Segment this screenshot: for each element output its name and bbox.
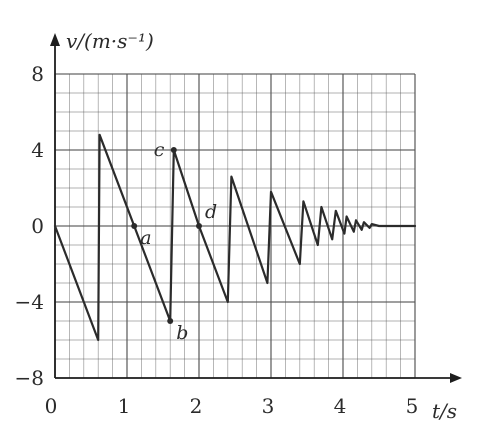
x-tick-label: 4 [334, 394, 347, 418]
x-tick-label: 5 [406, 394, 419, 418]
x-tick-label: 2 [190, 394, 203, 418]
y-tick-label: 0 [31, 214, 44, 238]
axes [50, 33, 462, 383]
x-axis-arrow [450, 373, 462, 383]
point-a-label: a [140, 227, 151, 249]
point-c-marker [171, 147, 177, 153]
point-d-label: d [205, 201, 217, 223]
x-tick-label: 3 [262, 394, 275, 418]
point-a-marker [131, 223, 137, 229]
y-tick-label: −8 [15, 366, 44, 390]
point-b-marker [167, 318, 173, 324]
point-b-label: b [176, 322, 188, 344]
x-axis-label: t/s [432, 399, 457, 423]
y-axis-label: v/(m·s⁻¹) [66, 29, 154, 53]
point-c-label: c [154, 139, 165, 161]
grid [55, 74, 415, 378]
y-tick-label: −4 [15, 290, 44, 314]
data-series [55, 135, 415, 340]
y-tick-label: 8 [31, 62, 44, 86]
x-tick-label: 1 [118, 394, 131, 418]
x-tick-label: 0 [45, 394, 58, 418]
y-axis-arrow [50, 33, 60, 46]
point-d-marker [196, 223, 202, 229]
y-tick-label: 4 [31, 138, 44, 162]
velocity-series-line [55, 135, 415, 340]
